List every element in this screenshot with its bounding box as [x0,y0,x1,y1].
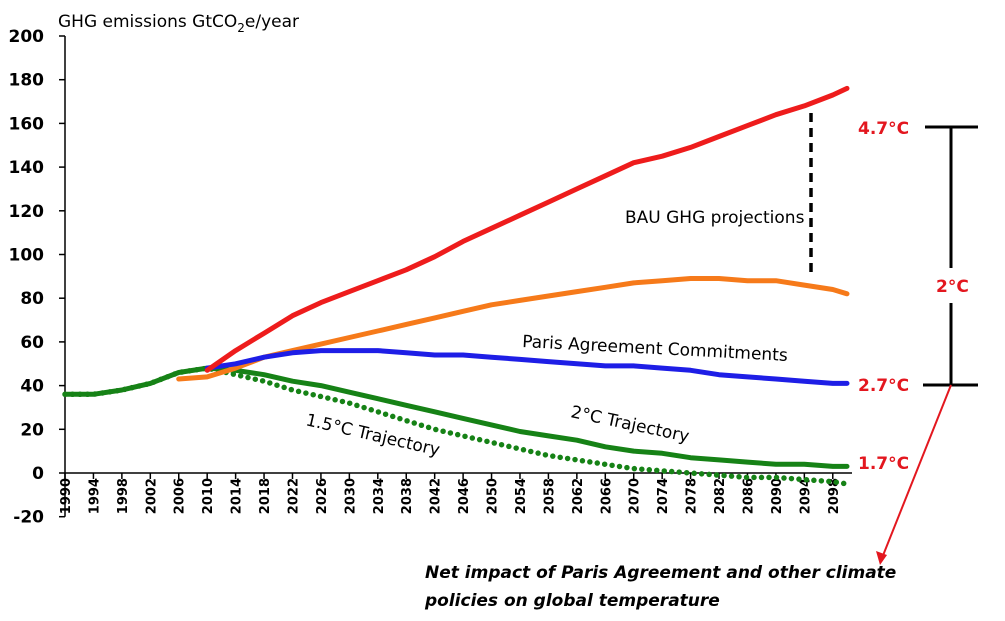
net-impact-arrow [876,384,952,565]
y-tick-label: 100 [9,246,45,266]
x-tick-label: 2022 [286,478,301,514]
y-tick-label: 20 [20,420,44,440]
y-tick-label: 120 [9,202,45,222]
x-tick-label: 2086 [741,478,756,514]
x-tick-label: 2054 [514,478,529,514]
y-tick-label: 140 [9,158,45,178]
x-tick-label: 1998 [116,478,131,514]
net-impact-note-line2: policies on global temperature [424,591,720,611]
x-tick-label: 2006 [173,478,188,514]
x-tick-label: 2062 [571,478,586,514]
temp-label-4-7: 4.7°C [858,119,909,139]
y-tick-label: 80 [20,289,44,309]
series-line-1-5-c-trajectory [62,365,850,487]
x-tick-label: 2082 [713,478,728,514]
axes: -20 0 20 40 60 80 100 120 140 160 180 200 1990 1994 19… [9,27,852,528]
x-tick-label: 2050 [486,478,501,514]
x-tick-label: 2042 [429,478,444,514]
temp-diff-label: 2°C [936,277,969,297]
x-tick-label: 2030 [343,478,358,514]
x-tick-label: 2098 [827,478,842,514]
x-tick-label: 1990 [59,478,74,514]
x-tick-label: 2002 [144,478,159,514]
y-tick-label: 180 [9,71,45,91]
series-line-bau-ghg-projections-high [204,85,850,373]
temperature-difference-bracket [923,125,978,387]
x-tick-label: 2018 [258,478,273,514]
x-tick-label: 2078 [685,478,700,514]
x-tick-label: 2066 [599,478,614,514]
bau-label: BAU GHG projections [625,208,805,228]
x-tick-label: 2010 [201,478,216,514]
x-tick-label: 2046 [457,478,472,514]
x-tick-label: 1994 [87,478,102,514]
x-tick-label: 2094 [798,478,813,514]
y-tick-label: 160 [9,114,45,134]
y-tick-label: -20 [13,508,44,528]
temp-label-2-7: 2.7°C [858,376,909,396]
x-tick-label: 2058 [542,478,557,514]
x-tick-label: 2038 [400,478,415,514]
series-line-bau-ghg-projections-low [176,276,850,382]
y-tick-label: 0 [32,464,44,484]
x-tick-label: 2014 [230,478,245,514]
one-five-deg-label: 1.5°C Trajectory [304,410,442,460]
x-tick-label: 2074 [656,478,671,514]
series-line-2-c-trajectory [62,365,850,469]
x-tick-label: 2026 [315,478,330,514]
x-tick-label: 2070 [628,478,643,514]
y-tick-label: 40 [20,377,44,397]
net-impact-note-line1: Net impact of Paris Agreement and other … [425,563,896,583]
series-line-paris-agreement-commitments [204,348,850,386]
x-tick-label: 2090 [770,478,785,514]
y-tick-label: 60 [20,333,44,353]
y-tick-label: 200 [9,27,45,47]
temp-label-1-7: 1.7°C [858,454,909,474]
y-axis-label: GHG emissions GtCO2e/year [58,12,299,35]
series-group [62,85,850,487]
x-tick-label: 2034 [372,478,387,514]
